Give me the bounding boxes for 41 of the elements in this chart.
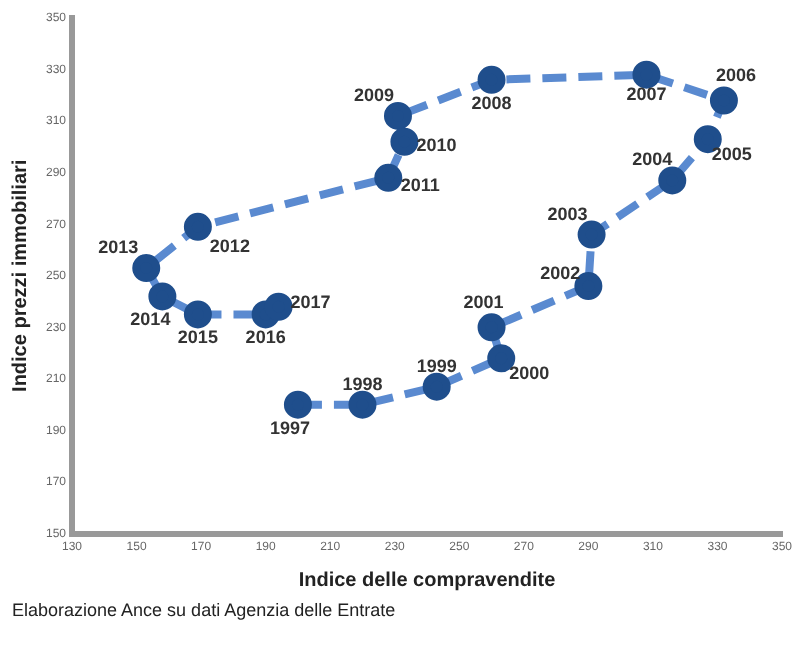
annotation: 2002 xyxy=(540,263,581,284)
point xyxy=(577,220,606,249)
annotation: 2004 xyxy=(632,149,673,170)
annotation: 2017 xyxy=(290,291,331,312)
point xyxy=(390,127,419,156)
x-axis-title: Indice delle compravendite xyxy=(298,569,557,592)
point xyxy=(658,166,687,195)
point xyxy=(374,163,403,192)
annotation: 2006 xyxy=(715,65,756,86)
point xyxy=(183,212,212,241)
annotation: 1997 xyxy=(269,417,310,438)
annotation: 2012 xyxy=(209,235,250,256)
annotation: 2005 xyxy=(711,144,752,165)
annotation: 2008 xyxy=(471,92,512,113)
point xyxy=(283,390,312,419)
annotation: 2003 xyxy=(547,203,588,224)
annotation: 1999 xyxy=(416,355,457,376)
point xyxy=(383,101,412,130)
point xyxy=(348,390,377,419)
point xyxy=(132,254,161,283)
annotation: 2001 xyxy=(463,292,504,313)
annotation: 2010 xyxy=(416,134,457,155)
annotation: 2014 xyxy=(130,309,171,330)
annotation: 2000 xyxy=(509,363,550,384)
text: Elaborazione Ance su dati Agenzia delle Entrate xyxy=(10,600,398,620)
annotation: 2007 xyxy=(626,83,667,104)
point xyxy=(183,300,212,329)
y-axis-title: Indice prezzi immobiliari xyxy=(9,159,32,392)
point xyxy=(148,282,177,311)
annotation: 1998 xyxy=(342,373,383,394)
annotation: 2016 xyxy=(245,327,286,348)
point xyxy=(264,292,293,321)
annotation: 2015 xyxy=(177,327,218,348)
annotation: 2009 xyxy=(353,84,394,105)
point xyxy=(709,86,738,115)
annotation: 2013 xyxy=(98,237,139,258)
point xyxy=(477,313,506,342)
point xyxy=(422,372,451,401)
point xyxy=(632,60,661,89)
point xyxy=(477,65,506,94)
annotation: 2011 xyxy=(400,174,440,195)
